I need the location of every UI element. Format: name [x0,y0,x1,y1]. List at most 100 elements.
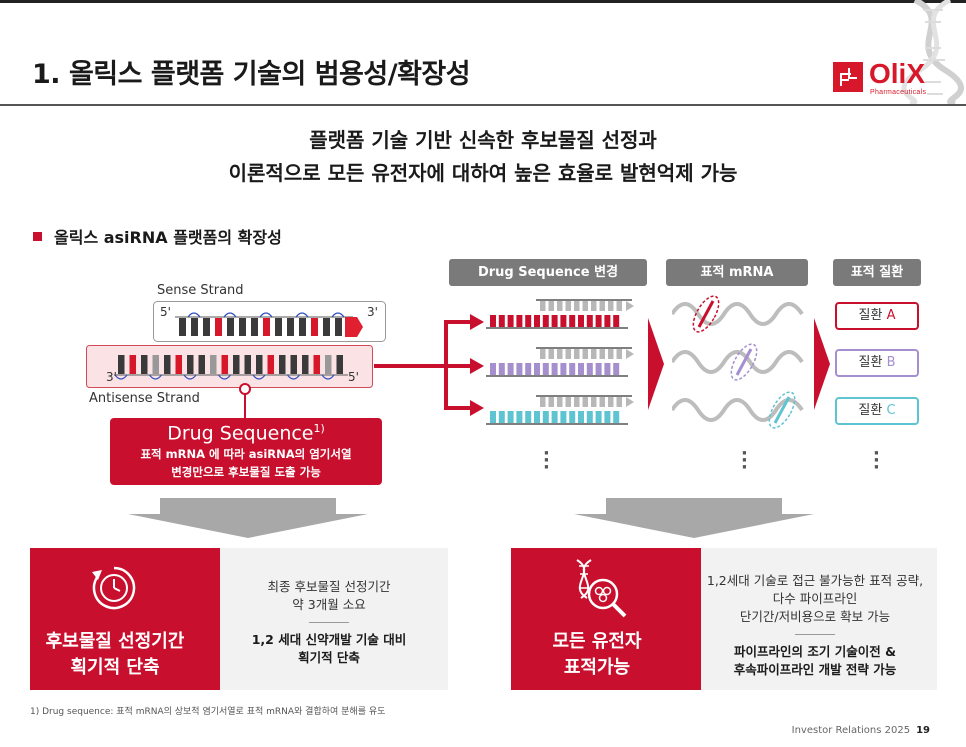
sense-3-label: 3' [367,305,378,319]
antisense-base [187,355,194,374]
antisense-base [267,355,274,374]
sense-5-label: 5' [160,305,171,319]
sense-link [331,312,345,318]
clock-icon [92,566,136,610]
sense-base [299,318,306,336]
panel-right-bold-2: 후속파이프라인 개발 전략 가능 [733,662,897,677]
antisense-base [198,355,205,374]
disease-b-letter: B [886,355,896,370]
sense-base [323,318,330,336]
drug-sequence-title: Drug Sequence1) [167,422,325,445]
sense-base [191,318,198,336]
dna-decoration [901,0,964,104]
sense-base [287,318,294,336]
ellipsis-dots-2: · · · [741,443,748,478]
logo-text: OliX [869,58,926,89]
mrna-row [672,391,804,429]
panel-right-body: 1,2세대 기술로 접근 불가능한 표적 공략, 다수 파이프라인 단기간/저비… [699,572,931,679]
page-title: 1. 올릭스 플랫폼 기술의 범용성/확장성 [32,59,471,90]
page-number: 19 [916,725,930,736]
panel-left-bold-1: 1,2 세대 신약개발 기술 대비 [251,632,407,647]
sense-base [275,318,282,336]
panel-left-label-2: 획기적 단축 [70,657,160,678]
sequence-variants [486,299,634,425]
sense-base [227,318,234,336]
down-arrow-right [574,498,814,538]
sense-link [295,312,309,318]
antisense-link [218,374,231,380]
antisense-base [175,355,182,374]
target-mrna-waves [672,295,804,429]
sense-base [215,318,222,336]
sense-base [251,318,258,336]
antisense-link [287,374,300,380]
footnote: 1) Drug sequence: 표적 mRNA의 상보적 염기서열로 표적 … [30,707,386,717]
col-header-target-mrna: 표적 mRNA [666,259,808,286]
headline-line-1: 플랫폼 기술 기반 신속한 후보물질 선정과 [309,128,657,152]
footer-label: Investor Relations 2025 [791,725,911,736]
panel-left-label-1: 후보물질 선정기간 [45,631,185,652]
col-header-target-disease: 표적 질환 [833,259,921,286]
antisense-base [164,355,171,374]
down-arrow-left [128,498,368,538]
anti-5-label: 5' [348,370,359,384]
panel-left-text-2: 약 3개월 소요 [292,597,366,612]
sense-link [223,312,237,318]
antisense-link [321,374,335,380]
mrna-row [672,295,804,333]
antisense-base [210,355,217,374]
sense-base [311,318,318,336]
sense-base [335,318,342,336]
chevron-arrow-1 [648,318,664,410]
panel-left-text-1: 최종 후보물질 선정기간 [267,579,391,594]
antisense-base [233,355,240,374]
panel-left-body: 최종 후보물질 선정기간 약 3개월 소요 1,2 세대 신약개발 기술 대비 … [226,578,432,667]
panel-all-genes: 모든 유전자 표적가능 1,2세대 기술로 접근 불가능한 표적 공략, 다수 … [511,548,937,690]
panel-right-text-3: 단기간/저비용으로 확보 가능 [739,609,891,624]
sense-strand [153,301,386,342]
headline-line-2: 이론적으로 모든 유전자에 대하여 높은 효율로 발현억제 가능 [228,161,738,185]
sense-base [203,318,210,336]
sense-base [179,318,186,336]
sense-link [187,312,201,318]
ellipsis-dots-1: · · · [543,443,550,478]
title-divider [0,104,966,106]
panel-left-separator [309,622,349,623]
sense-strand-label: Sense Strand [157,283,244,298]
top-border [0,0,966,3]
panel-right-separator [795,634,835,635]
antisense-base [302,355,309,374]
sense-link [259,312,273,318]
olix-logo: OliX Pharmaceuticals [833,58,933,98]
disease-a-box: 질환 A [835,302,919,330]
bullet-marker [33,232,42,241]
logo-mark [833,62,863,92]
panel-right-text-2: 다수 파이프라인 [772,591,858,606]
logo-subtext: Pharmaceuticals [870,89,927,96]
disease-b-box: 질환 B [835,349,919,377]
sequence-row [486,299,634,329]
ellipsis-dots-3: · · · [873,443,880,478]
antisense-base [221,355,228,374]
panel-right-label-1: 모든 유전자 [552,631,642,652]
sense-base [239,318,246,336]
antisense-link [252,374,266,380]
antisense-base [244,355,251,374]
drug-sequence-box: Drug Sequence1) 표적 mRNA 에 따라 asiRNA의 염기서… [110,418,382,485]
mrna-row [672,343,804,381]
panel-left-bold-2: 획기적 단축 [298,650,360,665]
connector-pin [239,383,251,420]
chevron-arrow-2 [814,318,830,410]
antisense-link [114,374,128,380]
branch-arrows [374,314,484,416]
panel-selection-period: 후보물질 선정기간 획기적 단축 최종 후보물질 선정기간 약 3개월 소요 1… [30,548,448,690]
antisense-base [118,355,125,374]
antisense-base [152,355,159,374]
antisense-base [256,355,263,374]
sequence-row [486,347,634,377]
panel-right-red-shape [511,548,701,690]
antisense-base [313,355,320,374]
antisense-link [183,374,197,380]
drug-sequence-desc-2: 변경만으로 후보물질 도출 가능 [171,465,321,480]
antisense-base [290,355,297,374]
